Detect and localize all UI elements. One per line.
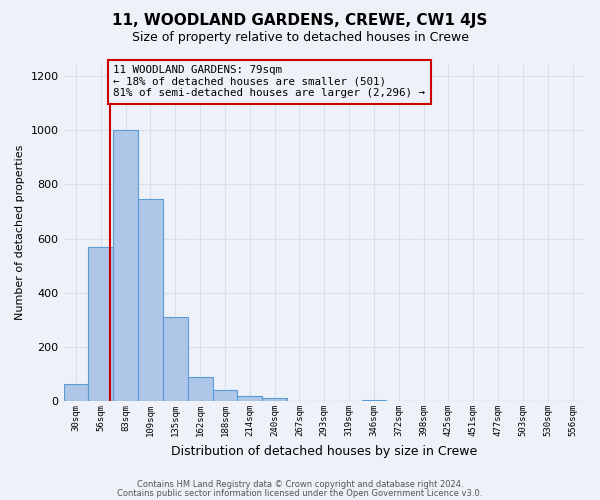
- X-axis label: Distribution of detached houses by size in Crewe: Distribution of detached houses by size …: [171, 444, 478, 458]
- Bar: [262, 398, 287, 401]
- Text: 11, WOODLAND GARDENS, CREWE, CW1 4JS: 11, WOODLAND GARDENS, CREWE, CW1 4JS: [112, 12, 488, 28]
- Bar: [113, 130, 138, 401]
- Bar: [212, 390, 238, 401]
- Bar: [64, 384, 88, 401]
- Bar: [138, 200, 163, 401]
- Bar: [238, 396, 262, 401]
- Bar: [188, 377, 212, 401]
- Text: Contains public sector information licensed under the Open Government Licence v3: Contains public sector information licen…: [118, 488, 482, 498]
- Bar: [88, 246, 113, 401]
- Text: Contains HM Land Registry data © Crown copyright and database right 2024.: Contains HM Land Registry data © Crown c…: [137, 480, 463, 489]
- Bar: [163, 317, 188, 401]
- Text: Size of property relative to detached houses in Crewe: Size of property relative to detached ho…: [131, 31, 469, 44]
- Y-axis label: Number of detached properties: Number of detached properties: [15, 144, 25, 320]
- Bar: [362, 400, 386, 401]
- Text: 11 WOODLAND GARDENS: 79sqm
← 18% of detached houses are smaller (501)
81% of sem: 11 WOODLAND GARDENS: 79sqm ← 18% of deta…: [113, 65, 425, 98]
